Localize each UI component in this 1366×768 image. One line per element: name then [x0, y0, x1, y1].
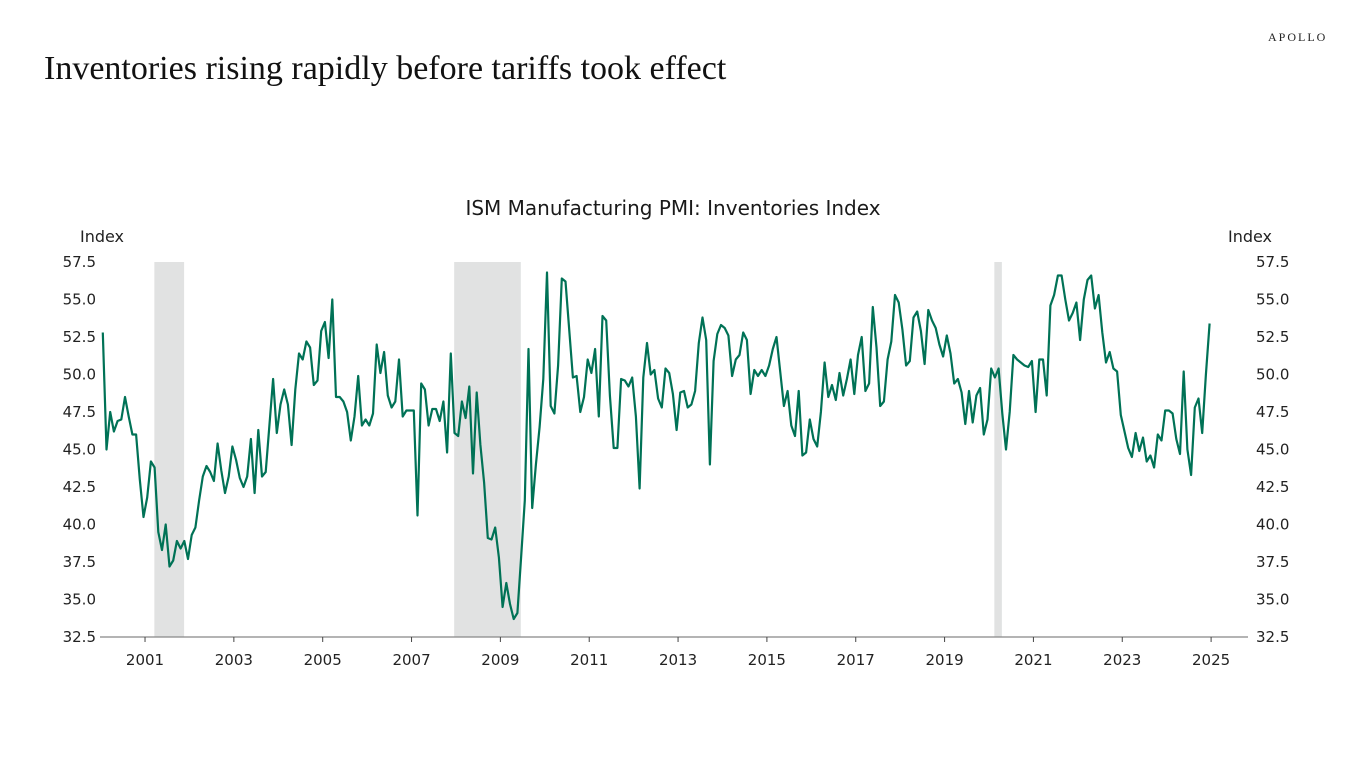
y-tick-label-right: 55.0	[1256, 291, 1289, 309]
y-tick-label-right: 42.5	[1256, 478, 1289, 496]
series-line-inventories-index	[101, 271, 1211, 621]
y-tick-label-left: 45.0	[63, 441, 96, 459]
data-points	[102, 272, 1210, 620]
x-tick-label: 2007	[392, 651, 430, 669]
y-tick-label-right: 35.0	[1256, 591, 1289, 609]
y-axis-ticks: 57.5 57.5 55.0 55.0 52.5 52.5 50.0 50.0 47.5 47.5…	[63, 253, 1290, 646]
y-tick-label-left: 37.5	[63, 553, 96, 571]
x-tick-label: 2003	[215, 651, 253, 669]
y-tick-label-right: 47.5	[1256, 403, 1289, 421]
y-tick-label-left: 42.5	[63, 478, 96, 496]
x-tick-label: 2015	[748, 651, 786, 669]
y-tick-label-left: 35.0	[63, 591, 96, 609]
chart-title: ISM Manufacturing PMI: Inventories Index	[465, 196, 880, 220]
x-tick-label: 2017	[837, 651, 875, 669]
y-axis-label-left: Index	[80, 227, 124, 246]
brand-logo: APOLLO	[1268, 30, 1328, 44]
y-tick-label-right: 57.5	[1256, 253, 1289, 271]
y-tick-label-right: 40.0	[1256, 516, 1289, 534]
x-tick-label: 2005	[304, 651, 342, 669]
x-tick-label: 2019	[925, 651, 963, 669]
x-tick-label: 2025	[1192, 651, 1230, 669]
recession-bands	[154, 262, 1002, 637]
x-tick-label: 2001	[126, 651, 164, 669]
y-tick-label-right: 50.0	[1256, 366, 1289, 384]
y-tick-label-left: 40.0	[63, 516, 96, 534]
y-tick-label-left: 50.0	[63, 366, 96, 384]
recession-band-2	[454, 262, 521, 637]
y-tick-label-left: 47.5	[63, 403, 96, 421]
x-tick-label: 2021	[1014, 651, 1052, 669]
y-tick-label-left: 52.5	[63, 328, 96, 346]
y-tick-label-right: 52.5	[1256, 328, 1289, 346]
x-axis-ticks: 2001 2003 2005 2007 2009 2011 2013 2015 2017 2019…	[126, 637, 1230, 669]
y-axis-label-right: Index	[1228, 227, 1272, 246]
y-tick-label-right: 32.5	[1256, 628, 1289, 646]
slide-title: Inventories rising rapidly before tariff…	[44, 50, 727, 87]
y-tick-label-left: 57.5	[63, 253, 96, 271]
y-tick-label-right: 37.5	[1256, 553, 1289, 571]
x-tick-label: 2013	[659, 651, 697, 669]
y-tick-label-right: 45.0	[1256, 441, 1289, 459]
x-tick-label: 2023	[1103, 651, 1141, 669]
recession-band-1	[154, 262, 185, 637]
y-tick-label-left: 55.0	[63, 291, 96, 309]
y-tick-label-left: 32.5	[63, 628, 96, 646]
recession-band-3	[994, 262, 1002, 637]
x-tick-label: 2011	[570, 651, 608, 669]
x-tick-label: 2009	[481, 651, 519, 669]
